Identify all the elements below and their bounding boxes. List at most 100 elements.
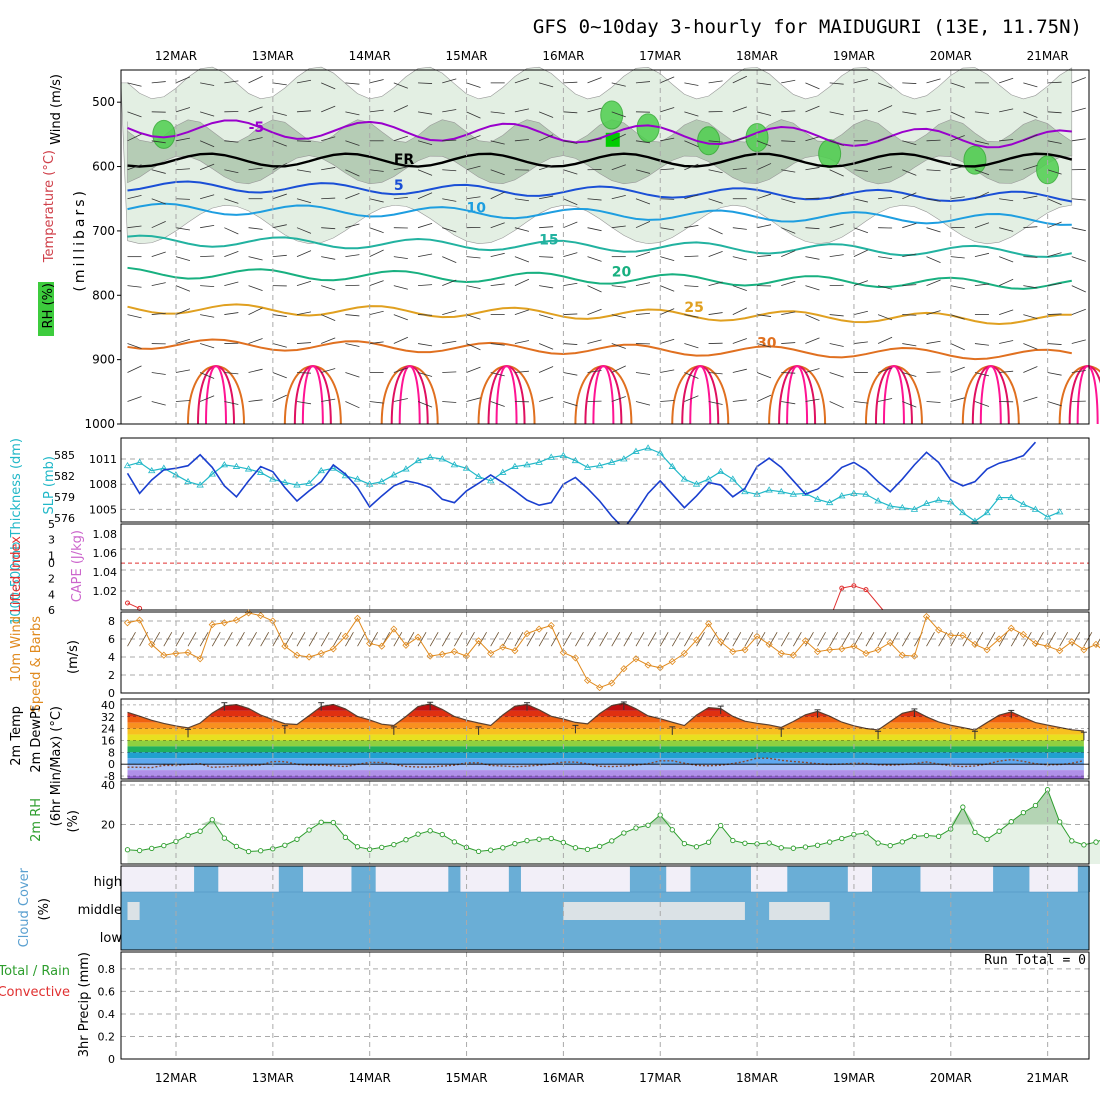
wind-barb [805, 285, 820, 291]
cloud-middle-gap [769, 902, 830, 920]
cloud-high-segment [1077, 866, 1090, 892]
wind-barb [829, 193, 844, 200]
date-label-bottom: 15MAR [445, 1071, 487, 1085]
thickness-point [765, 486, 773, 493]
wind-barb [539, 226, 554, 229]
slp-line [126, 441, 1037, 530]
temperature-tick-label: 24 [101, 723, 115, 736]
lifted-index-cape-panel: 5 3 10 2 4 6 1.02 1.04 1.06 1.08 [48, 518, 1090, 617]
wind-speed-point [535, 625, 543, 633]
wind-barb [1023, 111, 1038, 118]
wind-barb [781, 110, 796, 113]
wind-barb [1047, 169, 1062, 175]
wind-barb [878, 256, 893, 260]
wind-barb [296, 250, 312, 258]
wind-speed-point [705, 620, 713, 628]
temperature-band [127, 752, 1084, 759]
wind-speed-point [353, 614, 362, 622]
wind-barb [490, 169, 505, 176]
wind-barb [345, 343, 360, 347]
wind-barb [950, 135, 965, 142]
rh-point [1081, 842, 1087, 848]
wind-barb [308, 632, 318, 647]
temperature-tick-label: 16 [101, 734, 115, 747]
rh-shading-green [600, 100, 624, 130]
thickness-point [426, 453, 434, 460]
lifted-index-tick-label: 1 [48, 549, 55, 562]
lifted-index-tick-label: 0 [48, 557, 55, 570]
wind-barb [478, 632, 487, 647]
thickness-point [680, 475, 689, 482]
lifted-index-tick-label: 3 [48, 534, 55, 547]
wind-speed-point [571, 654, 579, 662]
wind-barb [539, 314, 554, 319]
wind-barb [260, 632, 270, 647]
surface-temp-loop [689, 365, 712, 425]
wind-barb [781, 311, 796, 315]
rh-shading-green [152, 119, 176, 149]
rh-point [379, 844, 385, 851]
wind-barb [224, 372, 239, 375]
wind-barb [575, 632, 584, 647]
cloud-middle-gap [127, 902, 140, 920]
wind-barb [708, 250, 723, 258]
thickness-point [729, 475, 737, 482]
wind-barb [781, 227, 796, 234]
wind-barb [393, 398, 408, 402]
wind-barb [635, 282, 651, 287]
wind-barb [611, 365, 626, 373]
contour-label: 5 [394, 178, 404, 194]
wind-barb [708, 312, 723, 315]
wind-barb [611, 111, 626, 118]
wind-barb [708, 372, 723, 375]
wind-barb [708, 80, 723, 84]
wind-barb [659, 632, 669, 647]
wind-barb [417, 372, 433, 377]
wind-barb [853, 198, 868, 203]
wind-barb [611, 343, 626, 349]
wind-speed-point [644, 661, 652, 669]
wind-barb [708, 169, 723, 174]
wind-speed-point [136, 616, 144, 624]
precip-convective-label: Convective [0, 985, 70, 1000]
wind-barb [635, 81, 651, 84]
wind-tick-label: 4 [108, 651, 115, 664]
thickness-tick-label: 576 [54, 512, 75, 525]
wind-barb [563, 313, 578, 315]
thickness-point [632, 447, 640, 454]
temperature-band [127, 728, 1084, 735]
wind-barb [853, 401, 868, 404]
wind-speed-point [777, 649, 785, 657]
wind-barb [550, 632, 560, 647]
wind-barb [1023, 82, 1038, 88]
wind-barb [926, 632, 935, 647]
thickness-point [1031, 505, 1040, 512]
wind-barb [684, 140, 699, 148]
rh-point [875, 840, 881, 846]
wind-barb [418, 82, 433, 84]
contour-label: FR [394, 152, 415, 168]
contour-label: -5 [249, 120, 265, 136]
wind-barb [563, 252, 578, 258]
temperature-band [127, 746, 1084, 753]
wind-barb [708, 227, 723, 235]
wind-barb [829, 169, 844, 177]
date-label-top: 15MAR [445, 49, 487, 63]
thickness-point [511, 462, 519, 469]
wind-speed-point [378, 642, 386, 650]
thickness-point [474, 472, 483, 480]
wind-barb [611, 133, 626, 142]
wind-barb [417, 169, 433, 176]
wind-barb [369, 79, 384, 84]
wind-barb [660, 369, 675, 373]
wind-barb [998, 632, 1008, 647]
wind-barb [902, 140, 917, 146]
wind-speed-point [414, 633, 422, 641]
wind-barb [417, 253, 433, 258]
wind-barb [441, 632, 451, 647]
wind-barb [1023, 632, 1032, 647]
wind-barb [877, 632, 887, 647]
wind-barb [248, 399, 263, 402]
wind-barb [853, 341, 868, 344]
rh-point [391, 841, 397, 848]
